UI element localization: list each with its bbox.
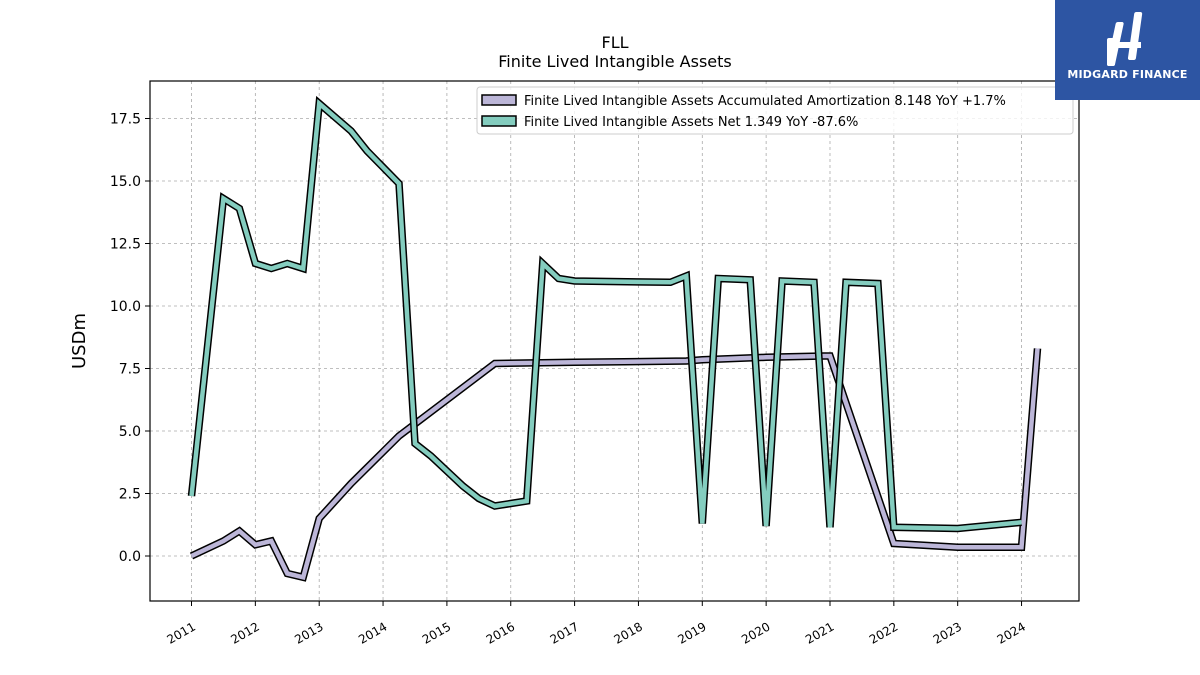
y-tick-label: 17.5 <box>110 112 141 128</box>
x-tick-label: 2011 <box>165 619 198 646</box>
x-tick-label: 2018 <box>611 619 644 646</box>
midgard-logo-icon <box>1107 12 1143 66</box>
x-tick-label: 2015 <box>420 619 453 646</box>
x-tick-label: 2013 <box>292 619 325 646</box>
x-tick-label: 2022 <box>867 619 900 646</box>
y-axis: 0.0 2.5 5.0 7.5 10.0 12.5 15.0 17.5 <box>110 112 150 565</box>
legend: Finite Lived Intangible Assets Accumulat… <box>476 86 1074 135</box>
plot-frame <box>149 80 1080 602</box>
y-tick-label: 0.0 <box>119 549 141 565</box>
series-line-2 <box>189 98 1022 531</box>
y-tick-label: 7.5 <box>119 362 141 378</box>
y-tick-label: 5.0 <box>119 424 141 440</box>
x-tick-label: 2014 <box>356 619 389 646</box>
legend-box <box>476 86 1074 135</box>
legend-label-2: Finite Lived Intangible Assets Net 1.349… <box>524 115 858 130</box>
x-tick-label: 2021 <box>803 619 836 646</box>
series-line-1 <box>190 348 1040 580</box>
chart-title: FLL <box>601 33 628 52</box>
legend-swatch-1 <box>481 94 517 106</box>
y-tick-label: 2.5 <box>119 487 141 503</box>
y-tick-label: 12.5 <box>110 237 141 253</box>
x-tick-label: 2016 <box>484 619 517 646</box>
x-tick-label: 2012 <box>228 619 261 646</box>
x-tick-label: 2023 <box>931 619 964 646</box>
logo-name: MIDGARD FINANCE <box>1067 68 1188 81</box>
plot-area <box>187 95 1042 582</box>
x-tick-label: 2020 <box>739 619 772 646</box>
x-tick-label: 2024 <box>995 619 1028 646</box>
y-tick-label: 15.0 <box>110 174 141 190</box>
x-tick-label: 2017 <box>548 619 581 646</box>
x-axis: 2011 2012 2013 2014 2015 2016 2017 2018 2019 2020… <box>165 601 1028 647</box>
y-axis-label: USDm <box>69 313 90 369</box>
chart-subtitle: Finite Lived Intangible Assets <box>498 52 731 71</box>
legend-swatch-2 <box>481 115 517 127</box>
y-tick-label: 10.0 <box>110 299 141 315</box>
midgard-finance-logo: MIDGARD FINANCE <box>1055 0 1200 100</box>
legend-label-1: Finite Lived Intangible Assets Accumulat… <box>524 94 1006 109</box>
grid-lines <box>150 81 1079 601</box>
series-line-outline-2 <box>187 95 1022 533</box>
x-tick-label: 2019 <box>675 619 708 646</box>
